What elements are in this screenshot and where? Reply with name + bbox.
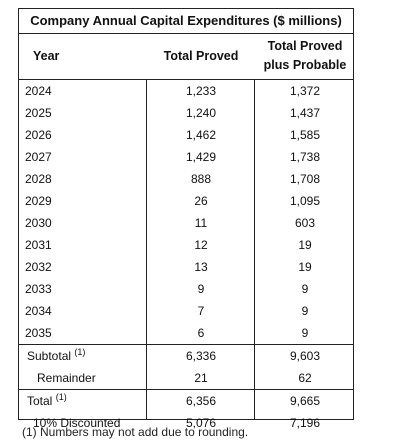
total-footnote-marker: (1) bbox=[55, 392, 67, 402]
discounted-label: 10% Discounted bbox=[33, 416, 121, 430]
table-row: 2031 12 19 bbox=[19, 234, 353, 256]
table-row: 2025 1,240 1,437 bbox=[19, 102, 353, 124]
total-label-text: Total bbox=[27, 394, 53, 408]
table-row: 2026 1,462 1,585 bbox=[19, 124, 353, 146]
header-probable-line1: Total Proved bbox=[267, 39, 343, 53]
total-proved: 6,356 bbox=[185, 394, 217, 408]
subtotal-label-text: Subtotal bbox=[27, 349, 72, 363]
cell-year: 2029 bbox=[25, 194, 52, 208]
cell-probable: 1,372 bbox=[289, 84, 321, 98]
cell-proved: 9 bbox=[197, 282, 205, 296]
cell-probable: 9 bbox=[301, 326, 309, 340]
table-row: 2030 11 603 bbox=[19, 212, 353, 234]
cell-probable: 19 bbox=[298, 238, 312, 252]
cell-year: 2034 bbox=[25, 304, 52, 318]
remainder-probable: 62 bbox=[298, 371, 312, 385]
cell-probable: 9 bbox=[301, 304, 309, 318]
cell-proved: 1,462 bbox=[185, 128, 217, 142]
remainder-label: Remainder bbox=[37, 371, 96, 385]
cell-probable: 1,585 bbox=[289, 128, 321, 142]
cell-proved: 1,429 bbox=[185, 150, 217, 164]
cell-year: 2026 bbox=[25, 128, 52, 142]
cell-year: 2028 bbox=[25, 172, 52, 186]
cell-probable: 1,437 bbox=[289, 106, 321, 120]
cell-year: 2035 bbox=[25, 326, 52, 340]
total-probable: 9,665 bbox=[289, 394, 321, 408]
cell-year: 2032 bbox=[25, 260, 52, 274]
cell-proved: 13 bbox=[194, 260, 208, 274]
cell-probable: 9 bbox=[301, 282, 309, 296]
table-body: 2024 1,233 1,372 2025 1,240 1,437 2026 1… bbox=[19, 80, 353, 434]
subtotal-label: Subtotal (1) bbox=[27, 345, 85, 367]
column-divider-1 bbox=[146, 80, 147, 419]
header-total-proved-plus-probable: Total Proved plus Probable bbox=[255, 37, 355, 75]
table-row: 2034 7 9 bbox=[19, 300, 353, 322]
table-row: 2024 1,233 1,372 bbox=[19, 80, 353, 102]
cell-proved: 11 bbox=[194, 216, 208, 230]
cell-year: 2033 bbox=[25, 282, 52, 296]
cell-proved: 1,233 bbox=[185, 84, 217, 98]
table-row: 2027 1,429 1,738 bbox=[19, 146, 353, 168]
discounted-proved: 5,076 bbox=[185, 416, 217, 430]
cell-proved: 1,240 bbox=[185, 106, 217, 120]
subtotal-proved: 6,336 bbox=[185, 349, 217, 363]
remainder-proved: 21 bbox=[194, 371, 208, 385]
subtotal-footnote-marker: (1) bbox=[74, 347, 86, 357]
cell-year: 2025 bbox=[25, 106, 52, 120]
discounted-row: 10% Discounted 5,076 7,196 bbox=[19, 412, 353, 434]
cell-probable: 1,738 bbox=[289, 150, 321, 164]
remainder-row: Remainder 21 62 bbox=[19, 367, 353, 389]
cell-probable: 603 bbox=[294, 216, 316, 230]
total-label: Total (1) bbox=[27, 390, 67, 412]
subtotal-probable: 9,603 bbox=[289, 349, 321, 363]
header-total-proved: Total Proved bbox=[163, 49, 239, 63]
header-year: Year bbox=[33, 49, 60, 63]
total-row: Total (1) 6,356 9,665 bbox=[19, 389, 353, 412]
cell-proved: 888 bbox=[190, 172, 212, 186]
table-row: 2028 888 1,708 bbox=[19, 168, 353, 190]
header-probable-line2: plus Probable bbox=[263, 58, 347, 72]
table-title: Company Annual Capital Expenditures ($ m… bbox=[19, 9, 353, 34]
column-divider-2 bbox=[254, 80, 255, 419]
cell-probable: 1,708 bbox=[289, 172, 321, 186]
subtotal-row: Subtotal (1) 6,336 9,603 bbox=[19, 344, 353, 367]
cell-year: 2031 bbox=[25, 238, 52, 252]
table-row: 2029 26 1,095 bbox=[19, 190, 353, 212]
cell-proved: 7 bbox=[197, 304, 205, 318]
capex-table: Company Annual Capital Expenditures ($ m… bbox=[18, 8, 354, 430]
cell-year: 2024 bbox=[25, 84, 52, 98]
cell-proved: 12 bbox=[194, 238, 208, 252]
cell-year: 2027 bbox=[25, 150, 52, 164]
table-row: 2035 6 9 bbox=[19, 322, 353, 344]
table-header: Year Total Proved Total Proved plus Prob… bbox=[19, 34, 353, 80]
discounted-probable: 7,196 bbox=[289, 416, 321, 430]
cell-probable: 19 bbox=[298, 260, 312, 274]
cell-proved: 6 bbox=[197, 326, 205, 340]
table-row: 2033 9 9 bbox=[19, 278, 353, 300]
table-row: 2032 13 19 bbox=[19, 256, 353, 278]
cell-year: 2030 bbox=[25, 216, 52, 230]
cell-probable: 1,095 bbox=[289, 194, 321, 208]
cell-proved: 26 bbox=[194, 194, 208, 208]
rounding-footnote: (1) Numbers may not add due to rounding. bbox=[22, 425, 249, 439]
